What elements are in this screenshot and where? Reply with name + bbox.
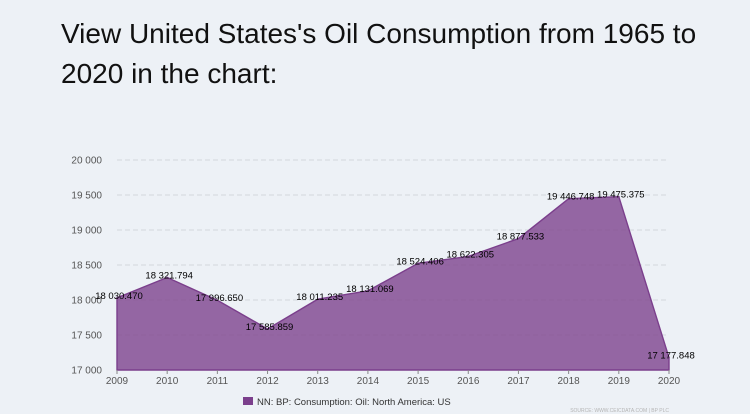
page-heading: View United States's Oil Consumption fro… — [61, 18, 697, 89]
x-tick-label: 2014 — [357, 376, 380, 387]
data-point — [266, 328, 269, 330]
legend-swatch — [243, 397, 253, 405]
y-tick-label: 20 000 — [71, 156, 102, 167]
y-tick-label: 18 000 — [71, 296, 102, 307]
y-tick-label: 17 500 — [71, 331, 102, 342]
data-label: 18 321.794 — [145, 270, 193, 281]
y-tick-label: 19 000 — [71, 226, 102, 237]
y-tick-label: 19 500 — [71, 191, 102, 202]
data-label: 18 877.533 — [497, 232, 545, 243]
legend-label: NN: BP: Consumption: Oil: North America:… — [257, 397, 451, 408]
data-point — [216, 299, 219, 302]
data-point — [166, 276, 168, 279]
x-tick-label: 2016 — [457, 376, 480, 387]
x-tick-label: 2011 — [207, 376, 229, 387]
data-point — [316, 298, 319, 301]
x-tick-label: 2017 — [507, 376, 530, 387]
data-point — [517, 237, 520, 240]
data-point — [417, 262, 419, 265]
x-tick-label: 2015 — [407, 376, 430, 387]
y-tick-label: 17 000 — [71, 366, 102, 377]
data-point — [367, 290, 369, 292]
data-point — [618, 195, 620, 198]
x-tick-label: 2010 — [156, 376, 179, 387]
data-label: 17 996.650 — [196, 293, 244, 304]
area-layer — [116, 195, 670, 371]
x-tick-label: 2019 — [608, 376, 631, 387]
x-axis-ticks: 2009 2010 2011 2012 2013 2014 2015 2016 2017 2018… — [106, 370, 681, 387]
data-label: 19 446.748 — [547, 192, 595, 203]
data-label: 19 475.375 — [597, 190, 645, 201]
x-tick-label: 2009 — [106, 376, 129, 387]
data-point — [567, 197, 570, 200]
data-label: 18 011.235 — [296, 292, 343, 303]
y-tick-label: 18 500 — [71, 261, 102, 272]
legend[interactable]: NN: BP: Consumption: Oil: North America:… — [243, 397, 451, 408]
x-tick-label: 2012 — [256, 376, 279, 387]
x-tick-label: 2018 — [558, 376, 581, 387]
data-label: 17 177.848 — [647, 351, 695, 362]
data-label: 17 585.859 — [246, 322, 294, 333]
data-point — [467, 255, 470, 258]
x-tick-label: 2013 — [307, 376, 330, 387]
x-tick-label: 2020 — [658, 376, 681, 387]
data-label: 18 524.406 — [396, 256, 444, 267]
data-point — [116, 297, 118, 299]
data-label: 18 030.470 — [95, 291, 143, 302]
source-note: SOURCE: WWW.CEICDATA.COM | BP PLC — [570, 408, 669, 414]
data-label: 18 131.069 — [346, 284, 394, 295]
y-axis-ticks: 17 000 17 500 18 000 18 500 19 000 19 500 20 0… — [71, 156, 102, 377]
data-label: 18 622.305 — [446, 249, 494, 260]
data-point — [668, 356, 670, 359]
